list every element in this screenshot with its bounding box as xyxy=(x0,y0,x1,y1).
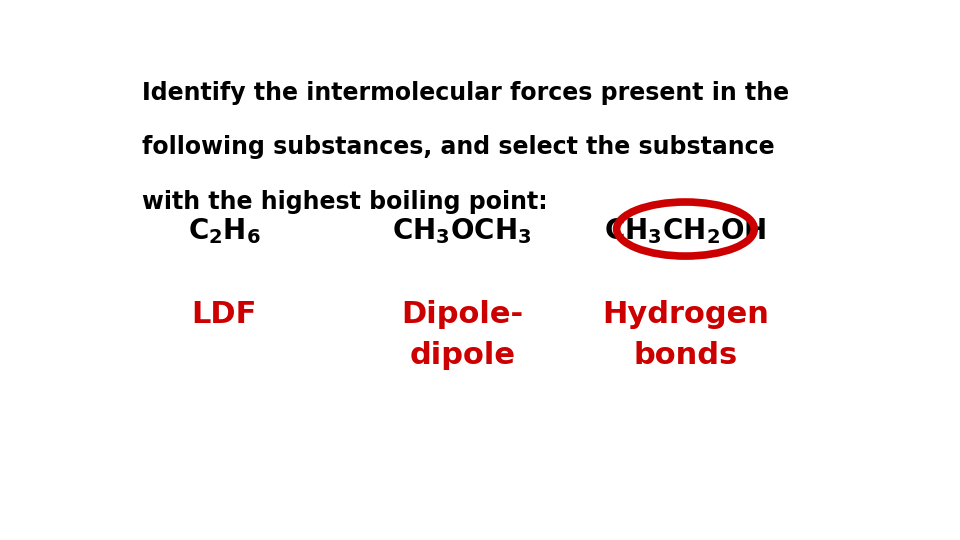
Text: bonds: bonds xyxy=(634,341,737,370)
Text: LDF: LDF xyxy=(191,300,257,329)
Text: Hydrogen: Hydrogen xyxy=(602,300,769,329)
Text: $\mathbf{CH_3CH_2OH}$: $\mathbf{CH_3CH_2OH}$ xyxy=(604,216,767,246)
Text: $\mathbf{C_2H_6}$: $\mathbf{C_2H_6}$ xyxy=(187,216,261,246)
Text: Identify the intermolecular forces present in the: Identify the intermolecular forces prese… xyxy=(142,82,789,105)
Text: following substances, and select the substance: following substances, and select the sub… xyxy=(142,136,775,159)
Text: dipole: dipole xyxy=(409,341,516,370)
Text: $\mathbf{CH_3OCH_3}$: $\mathbf{CH_3OCH_3}$ xyxy=(393,216,532,246)
Text: with the highest boiling point:: with the highest boiling point: xyxy=(142,190,548,213)
Text: Dipole-: Dipole- xyxy=(401,300,523,329)
